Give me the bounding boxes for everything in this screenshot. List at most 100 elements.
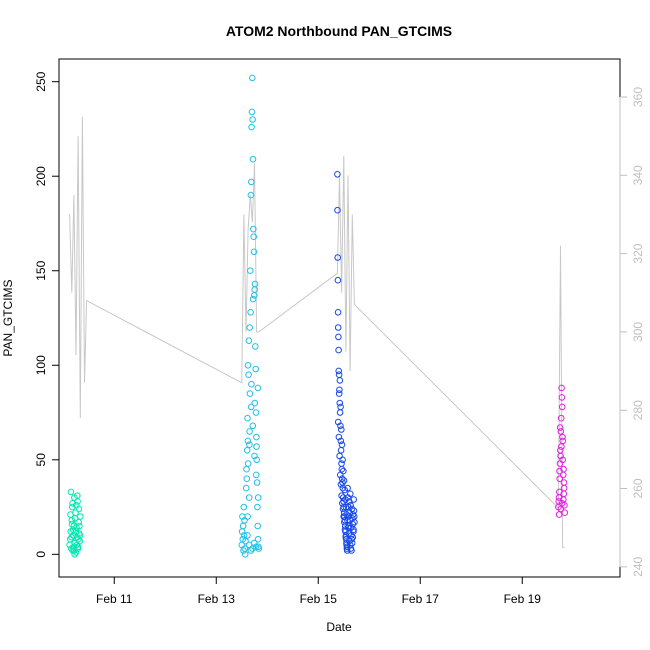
- data-point: [245, 371, 252, 379]
- data-point: [338, 492, 345, 500]
- data-point: [350, 513, 358, 520]
- data-point: [74, 492, 81, 500]
- data-point: [69, 503, 76, 511]
- data-point: [252, 365, 259, 373]
- series-line: [69, 116, 565, 548]
- data-point: [338, 426, 345, 433]
- data-point: [559, 433, 566, 441]
- right-tick-label: 300: [631, 322, 645, 342]
- data-point: [241, 517, 248, 524]
- data-point: [253, 433, 260, 441]
- data-point: [254, 503, 261, 511]
- x-tick-label: Feb 11: [96, 592, 133, 606]
- data-point: [337, 447, 345, 454]
- data-point: [349, 534, 357, 541]
- data-point: [337, 437, 345, 445]
- data-point: [70, 543, 77, 551]
- data-point: [253, 443, 260, 450]
- data-point: [254, 384, 262, 392]
- data-point: [558, 443, 565, 450]
- data-point: [252, 343, 259, 350]
- data-point: [335, 433, 343, 441]
- right-tick-label: 320: [631, 243, 645, 263]
- x-tick-label: Feb 15: [300, 592, 338, 606]
- data-point: [253, 479, 261, 486]
- data-point: [247, 191, 255, 199]
- axes: Feb 11 Feb 13 Feb 15 Feb 17 Feb 19 0 50 100 150 2…: [34, 71, 645, 606]
- data-point: [251, 452, 258, 460]
- plot-frame: [58, 58, 621, 578]
- data-point: [337, 403, 344, 411]
- data-point: [339, 484, 347, 492]
- data-point: [350, 526, 357, 534]
- data-point: [343, 547, 351, 554]
- data-point: [342, 503, 350, 511]
- data-point: [74, 545, 82, 552]
- data-point: [251, 399, 259, 407]
- data-point: [254, 522, 262, 530]
- data-point: [350, 496, 358, 503]
- chart-title: ATOM2 Northbound PAN_GTCIMS: [226, 23, 452, 39]
- data-point: [76, 532, 84, 539]
- x-tick-label: Feb 17: [402, 592, 440, 606]
- data-point: [334, 324, 342, 331]
- x-tick-label: Feb 19: [504, 592, 542, 606]
- data-point: [251, 280, 259, 288]
- data-point: [340, 477, 348, 484]
- data-point: [243, 447, 251, 454]
- data-point: [336, 409, 344, 416]
- data-point: [248, 380, 255, 388]
- data-point: [336, 377, 344, 384]
- data-point: [348, 547, 355, 554]
- data-point: [335, 346, 342, 354]
- data-point: [254, 494, 262, 501]
- data-point: [250, 225, 257, 233]
- data-point: [339, 456, 346, 464]
- data-point: [557, 414, 565, 422]
- y-tick-label: 200: [34, 166, 48, 186]
- data-point: [335, 371, 343, 379]
- data-point: [244, 513, 251, 520]
- data-point: [561, 509, 569, 517]
- data-point: [556, 467, 563, 475]
- y-tick-label: 50: [34, 453, 48, 467]
- x-axis-label: Date: [326, 620, 352, 634]
- data-point: [336, 399, 344, 407]
- data-point: [241, 551, 249, 558]
- right-tick-label: 340: [631, 165, 645, 185]
- data-point: [251, 286, 258, 293]
- data-point: [246, 441, 253, 449]
- data-point: [560, 479, 568, 486]
- data-point: [557, 452, 564, 460]
- data-point: [249, 422, 257, 430]
- data-point: [244, 437, 252, 445]
- data-point: [76, 522, 83, 530]
- y-tick-label: 150: [34, 260, 48, 280]
- data-point: [246, 324, 253, 331]
- data-point: [71, 551, 78, 558]
- data-point: [252, 409, 260, 416]
- data-point: [558, 394, 566, 401]
- data-point: [252, 543, 260, 551]
- data-point: [559, 471, 567, 479]
- data-point: [249, 74, 256, 82]
- data-point: [250, 248, 258, 256]
- data-point: [254, 535, 262, 543]
- data-point: [240, 547, 247, 554]
- data-point: [342, 496, 349, 503]
- data-point: [334, 418, 342, 426]
- data-point: [336, 452, 343, 460]
- data-point: [244, 532, 251, 539]
- data-point: [247, 403, 255, 411]
- data-point: [239, 522, 247, 530]
- data-point: [242, 537, 249, 545]
- data-point: [334, 276, 342, 284]
- data-point: [244, 460, 252, 467]
- data-point: [75, 505, 83, 513]
- y-tick-label: 100: [34, 355, 48, 375]
- right-tick-label: 360: [631, 87, 645, 107]
- data-point: [244, 414, 251, 422]
- x-tick-label: Feb 13: [198, 592, 236, 606]
- data-point: [247, 547, 255, 554]
